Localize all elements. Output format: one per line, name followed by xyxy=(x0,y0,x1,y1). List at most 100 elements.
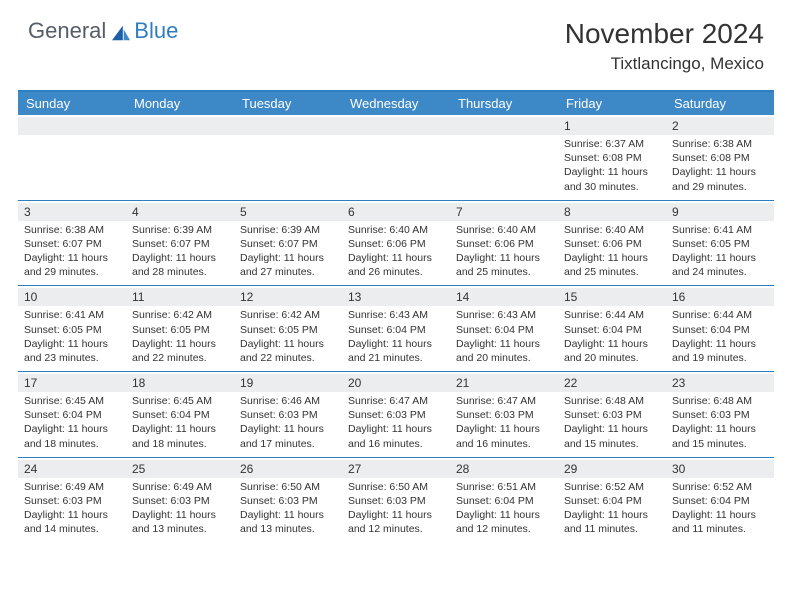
daylight-text: Daylight: 11 hours xyxy=(564,165,660,179)
day-number: 3 xyxy=(18,203,126,221)
daylight-text: Daylight: 11 hours xyxy=(564,422,660,436)
calendar-week: 1Sunrise: 6:37 AMSunset: 6:08 PMDaylight… xyxy=(18,115,774,200)
sunrise-text: Sunrise: 6:47 AM xyxy=(348,394,444,408)
daylight-text: and 20 minutes. xyxy=(564,351,660,365)
location-label: Tixtlancingo, Mexico xyxy=(565,54,764,74)
day-number: 11 xyxy=(126,288,234,306)
daylight-text: and 12 minutes. xyxy=(456,522,552,536)
day-number: 17 xyxy=(18,374,126,392)
day-number: 9 xyxy=(666,203,774,221)
sunset-text: Sunset: 6:07 PM xyxy=(132,237,228,251)
sunset-text: Sunset: 6:04 PM xyxy=(348,323,444,337)
daylight-text: and 29 minutes. xyxy=(672,180,768,194)
sunrise-text: Sunrise: 6:51 AM xyxy=(456,480,552,494)
calendar-cell: 4Sunrise: 6:39 AMSunset: 6:07 PMDaylight… xyxy=(126,201,234,286)
weekday-header: Monday xyxy=(126,92,234,115)
daylight-text: Daylight: 11 hours xyxy=(348,422,444,436)
sunset-text: Sunset: 6:03 PM xyxy=(24,494,120,508)
day-number: 28 xyxy=(450,460,558,478)
day-number: 8 xyxy=(558,203,666,221)
sunset-text: Sunset: 6:04 PM xyxy=(672,494,768,508)
daylight-text: and 28 minutes. xyxy=(132,265,228,279)
weekday-header: Wednesday xyxy=(342,92,450,115)
daylight-text: and 11 minutes. xyxy=(672,522,768,536)
sunrise-text: Sunrise: 6:45 AM xyxy=(24,394,120,408)
calendar-cell xyxy=(342,115,450,200)
calendar-week: 17Sunrise: 6:45 AMSunset: 6:04 PMDayligh… xyxy=(18,371,774,457)
daylight-text: Daylight: 11 hours xyxy=(24,508,120,522)
daylight-text: and 19 minutes. xyxy=(672,351,768,365)
sunset-text: Sunset: 6:03 PM xyxy=(348,408,444,422)
calendar-cell: 28Sunrise: 6:51 AMSunset: 6:04 PMDayligh… xyxy=(450,458,558,543)
weekday-header: Thursday xyxy=(450,92,558,115)
calendar-cell: 15Sunrise: 6:44 AMSunset: 6:04 PMDayligh… xyxy=(558,286,666,371)
day-number: 6 xyxy=(342,203,450,221)
sunrise-text: Sunrise: 6:47 AM xyxy=(456,394,552,408)
sunrise-text: Sunrise: 6:48 AM xyxy=(672,394,768,408)
calendar-week: 24Sunrise: 6:49 AMSunset: 6:03 PMDayligh… xyxy=(18,457,774,543)
sunrise-text: Sunrise: 6:40 AM xyxy=(456,223,552,237)
day-number xyxy=(450,117,558,135)
daylight-text: and 13 minutes. xyxy=(240,522,336,536)
day-number: 29 xyxy=(558,460,666,478)
daylight-text: and 17 minutes. xyxy=(240,437,336,451)
daylight-text: and 16 minutes. xyxy=(348,437,444,451)
daylight-text: Daylight: 11 hours xyxy=(348,337,444,351)
day-number: 4 xyxy=(126,203,234,221)
daylight-text: and 18 minutes. xyxy=(132,437,228,451)
calendar-cell: 6Sunrise: 6:40 AMSunset: 6:06 PMDaylight… xyxy=(342,201,450,286)
day-number: 26 xyxy=(234,460,342,478)
day-number: 18 xyxy=(126,374,234,392)
calendar-cell: 18Sunrise: 6:45 AMSunset: 6:04 PMDayligh… xyxy=(126,372,234,457)
daylight-text: Daylight: 11 hours xyxy=(132,337,228,351)
sunset-text: Sunset: 6:07 PM xyxy=(24,237,120,251)
daylight-text: Daylight: 11 hours xyxy=(456,251,552,265)
sunrise-text: Sunrise: 6:49 AM xyxy=(132,480,228,494)
daylight-text: Daylight: 11 hours xyxy=(348,251,444,265)
brand-text-blue: Blue xyxy=(134,18,178,44)
day-number: 22 xyxy=(558,374,666,392)
sunset-text: Sunset: 6:04 PM xyxy=(564,494,660,508)
sunset-text: Sunset: 6:08 PM xyxy=(564,151,660,165)
sunrise-text: Sunrise: 6:40 AM xyxy=(348,223,444,237)
calendar-cell: 26Sunrise: 6:50 AMSunset: 6:03 PMDayligh… xyxy=(234,458,342,543)
daylight-text: Daylight: 11 hours xyxy=(348,508,444,522)
daylight-text: Daylight: 11 hours xyxy=(24,422,120,436)
calendar-cell: 14Sunrise: 6:43 AMSunset: 6:04 PMDayligh… xyxy=(450,286,558,371)
day-number xyxy=(126,117,234,135)
day-number: 25 xyxy=(126,460,234,478)
day-number xyxy=(342,117,450,135)
day-number: 15 xyxy=(558,288,666,306)
sunrise-text: Sunrise: 6:52 AM xyxy=(672,480,768,494)
sunrise-text: Sunrise: 6:39 AM xyxy=(240,223,336,237)
day-number: 16 xyxy=(666,288,774,306)
weekday-header: Tuesday xyxy=(234,92,342,115)
calendar-cell: 10Sunrise: 6:41 AMSunset: 6:05 PMDayligh… xyxy=(18,286,126,371)
sunset-text: Sunset: 6:03 PM xyxy=(240,408,336,422)
brand-logo: General Blue xyxy=(28,18,178,44)
day-number: 5 xyxy=(234,203,342,221)
calendar-cell xyxy=(450,115,558,200)
daylight-text: Daylight: 11 hours xyxy=(672,422,768,436)
daylight-text: and 21 minutes. xyxy=(348,351,444,365)
calendar-cell: 11Sunrise: 6:42 AMSunset: 6:05 PMDayligh… xyxy=(126,286,234,371)
sunrise-text: Sunrise: 6:46 AM xyxy=(240,394,336,408)
daylight-text: and 22 minutes. xyxy=(240,351,336,365)
sunrise-text: Sunrise: 6:37 AM xyxy=(564,137,660,151)
sunrise-text: Sunrise: 6:45 AM xyxy=(132,394,228,408)
day-number xyxy=(18,117,126,135)
daylight-text: and 29 minutes. xyxy=(24,265,120,279)
sunset-text: Sunset: 6:04 PM xyxy=(672,323,768,337)
sunset-text: Sunset: 6:08 PM xyxy=(672,151,768,165)
daylight-text: Daylight: 11 hours xyxy=(24,251,120,265)
calendar-cell: 27Sunrise: 6:50 AMSunset: 6:03 PMDayligh… xyxy=(342,458,450,543)
daylight-text: and 13 minutes. xyxy=(132,522,228,536)
day-number: 2 xyxy=(666,117,774,135)
calendar-cell: 23Sunrise: 6:48 AMSunset: 6:03 PMDayligh… xyxy=(666,372,774,457)
daylight-text: Daylight: 11 hours xyxy=(672,337,768,351)
day-number: 21 xyxy=(450,374,558,392)
sunrise-text: Sunrise: 6:39 AM xyxy=(132,223,228,237)
daylight-text: and 14 minutes. xyxy=(24,522,120,536)
calendar-cell: 8Sunrise: 6:40 AMSunset: 6:06 PMDaylight… xyxy=(558,201,666,286)
sunrise-text: Sunrise: 6:44 AM xyxy=(672,308,768,322)
